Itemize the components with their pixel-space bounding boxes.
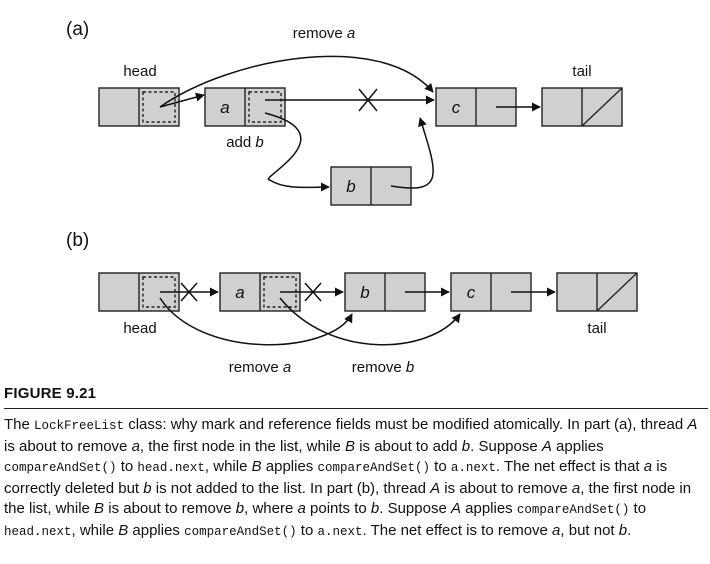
part-a-label: (a) [66,19,89,40]
b-next-pointer [390,117,434,189]
null-slash [596,272,638,312]
node-c-value: c [452,98,461,117]
mark-bit-field [248,91,282,123]
remove-a-label: remove a [229,359,292,376]
remove-b-arrow [279,297,461,346]
head-label: head [123,63,156,80]
cas-failure-cross [358,88,378,112]
part-a: (a) head tail a c [66,19,623,206]
mark-bit-field [142,91,176,123]
tail-label: tail [587,320,606,337]
node-b-value: b [360,283,369,302]
figure-divider [4,408,708,409]
node-c-value: c [467,283,476,302]
node-b: b [330,166,412,206]
cas-failure-cross [180,282,198,302]
tail-node [541,87,623,127]
add-b-label: add b [226,134,264,151]
figure-title: FIGURE 9.21 [4,385,97,402]
remove-a-arrow [159,297,353,346]
part-b-label: (b) [66,230,89,251]
tail-label: tail [572,63,591,80]
remove-a-label: remove a [293,25,356,42]
remove-a-arrow [159,55,434,108]
figure-caption: The LockFreeList class: why mark and ref… [4,416,698,539]
head-label: head [123,320,156,337]
node-a: a [204,87,286,127]
node-a-value: a [220,98,229,117]
node-b-value: b [346,177,355,196]
tail-node [556,272,638,312]
head-node [98,87,180,127]
remove-b-label: remove b [352,359,415,376]
node-a-value: a [235,283,244,302]
cas-failure-cross [304,282,322,302]
head-next-pointer [159,92,205,108]
null-slash [581,87,623,127]
part-b: (b) a b c [66,230,638,376]
add-b-arrow [264,112,330,192]
linked-list-diagram: (a) head tail a c [66,19,638,376]
